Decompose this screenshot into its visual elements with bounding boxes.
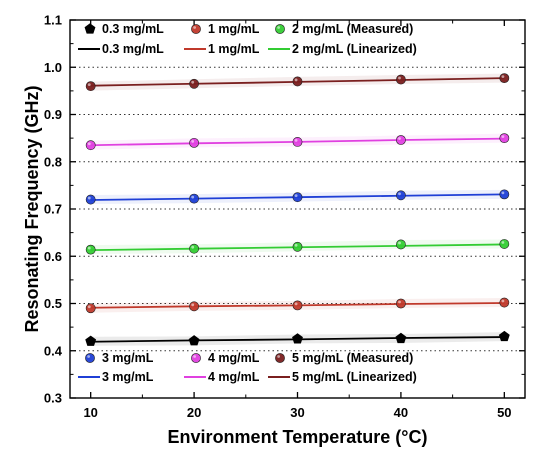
measured-point-3-highlight — [398, 192, 401, 196]
legend-label-linearized: 3 mg/mL — [102, 370, 154, 384]
measured-point-4 — [189, 137, 199, 148]
legends: 0.3 mg/mL 1 mg/mL 2 mg/mL (Measured) 0.3 mg… — [78, 22, 417, 384]
measured-point-3-highlight — [501, 191, 505, 195]
legend-marker-2-highlight — [277, 26, 280, 29]
measured-point-4-highlight — [87, 142, 91, 146]
measured-point-5-highlight — [294, 78, 298, 82]
y-tick-label: 0.7 — [44, 202, 62, 217]
x-tick-label: 40 — [394, 405, 408, 420]
measured-point-1 — [292, 300, 303, 311]
measured-point-1 — [396, 298, 406, 309]
legend-marker-2 — [275, 24, 285, 34]
legend-label-linearized: 5 mg/mL (Linearized) — [292, 370, 417, 384]
measured-point-2-highlight — [294, 243, 298, 247]
measured-point-1-highlight — [294, 302, 298, 306]
measured-point-2 — [292, 241, 303, 252]
measured-point-3 — [396, 190, 406, 201]
y-tick-label: 0.4 — [44, 343, 63, 358]
measured-point-5-highlight — [501, 75, 505, 79]
y-tick-label: 1.1 — [44, 13, 62, 28]
measured-point-1 — [85, 303, 96, 314]
y-tick-label: 0.6 — [44, 249, 62, 264]
measured-point-2 — [189, 243, 199, 254]
measured-point-1-highlight — [398, 300, 401, 304]
measured-point-2 — [85, 244, 96, 255]
y-axis-title: Resonating Frequency (GHz) — [22, 85, 42, 332]
measured-point-3-highlight — [294, 194, 298, 198]
x-tick-label: 30 — [290, 405, 304, 420]
measured-point-4 — [292, 137, 303, 147]
measured-point-1-highlight — [191, 303, 195, 307]
y-tick-label: 0.9 — [44, 107, 62, 122]
measured-point-2-highlight — [87, 246, 91, 250]
measured-point-5 — [85, 81, 96, 92]
measured-point-3 — [499, 189, 510, 200]
legend-label-linearized: 1 mg/mL — [208, 42, 260, 56]
legend-marker-3-highlight — [87, 355, 90, 358]
measured-point-2-highlight — [501, 241, 505, 244]
legend-marker-5 — [275, 353, 285, 363]
measured-point-1-highlight — [501, 299, 505, 303]
legend-marker-5-highlight — [277, 355, 280, 358]
measured-point-2 — [499, 239, 510, 249]
legend-marker-3 — [85, 353, 95, 363]
legend-label-measured: 3 mg/mL — [102, 351, 154, 365]
axis-ticks: 0.3 0.4 0.5 0.6 0.7 0.8 0.9 1.0 1.1 10 20 30 40 50 — [44, 13, 525, 420]
measured-point-3 — [189, 193, 199, 204]
measured-point-4-highlight — [294, 139, 298, 142]
legend-marker-0 — [84, 23, 96, 34]
measured-point-4 — [499, 133, 510, 144]
x-axis-title: Environment Temperature (°C) — [168, 427, 428, 447]
measured-point-3-highlight — [191, 195, 195, 199]
legend-marker-1-highlight — [193, 26, 197, 29]
x-tick-label: 50 — [497, 405, 511, 420]
legend-label-measured: 4 mg/mL — [208, 351, 260, 365]
measured-point-2-highlight — [398, 241, 401, 245]
legend-marker-4-highlight — [193, 355, 197, 358]
measured-point-0 — [395, 332, 407, 344]
measured-point-0 — [292, 333, 303, 344]
legend-label-measured: 1 mg/mL — [208, 22, 260, 36]
measured-point-0 — [498, 330, 510, 342]
x-tick-label: 20 — [187, 405, 201, 420]
y-tick-label: 0.5 — [44, 296, 62, 311]
legend-marker-1 — [191, 24, 201, 34]
measured-point-2 — [396, 239, 406, 250]
measured-point-5-highlight — [398, 76, 401, 80]
legend-label-linearized: 4 mg/mL — [208, 370, 260, 384]
legend-marker-4 — [191, 353, 201, 363]
measured-point-1-highlight — [87, 305, 91, 309]
measured-point-5 — [189, 78, 199, 89]
measured-point-5 — [292, 76, 303, 87]
measured-point-5 — [396, 74, 406, 85]
legend-label-linearized: 0.3 mg/mL — [102, 42, 164, 56]
measured-point-4 — [396, 135, 406, 145]
y-tick-label: 1.0 — [44, 60, 62, 75]
measured-point-4-highlight — [398, 137, 401, 140]
measured-point-1 — [189, 301, 199, 312]
measured-point-3 — [292, 192, 303, 203]
measured-point-3 — [85, 194, 96, 205]
measured-point-0 — [85, 335, 97, 346]
legend-label-linearized: 2 mg/mL (Linearized) — [292, 42, 417, 56]
y-tick-label: 0.8 — [44, 154, 62, 169]
measured-point-5-highlight — [191, 80, 195, 84]
measured-point-5 — [499, 73, 510, 84]
measured-point-3-highlight — [87, 196, 91, 200]
measured-point-2-highlight — [191, 245, 195, 249]
x-tick-label: 10 — [83, 405, 97, 420]
legend-label-measured: 5 mg/mL (Measured) — [292, 351, 413, 365]
legend-label-measured: 2 mg/mL (Measured) — [292, 22, 413, 36]
measured-point-0 — [188, 335, 200, 346]
measured-point-4-highlight — [501, 135, 505, 139]
measured-points — [85, 73, 510, 346]
legend-label-measured: 0.3 mg/mL — [102, 22, 164, 36]
y-tick-label: 0.3 — [44, 391, 62, 406]
measured-point-1 — [499, 297, 510, 308]
measured-point-5-highlight — [87, 83, 91, 87]
measured-point-4-highlight — [191, 139, 195, 143]
measured-point-4 — [85, 140, 96, 151]
